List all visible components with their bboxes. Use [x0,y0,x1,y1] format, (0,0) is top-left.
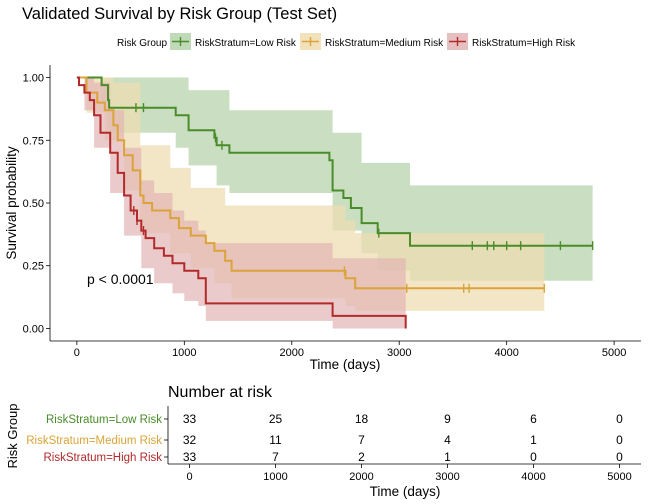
legend-item-medium-risk: RiskStratum=Medium Risk [300,33,444,50]
y-tick-label: 0.50 [23,198,44,210]
y-tick-label: 1.00 [23,73,44,85]
risk-count-low-risk: 6 [530,412,537,426]
y-tick-label: 0.75 [23,135,44,147]
risk-x-tick-label: 5000 [607,471,631,483]
legend-title: Risk Group [117,38,167,49]
risk-x-tick-label: 4000 [521,471,545,483]
risk-count-low-risk: 33 [183,412,197,426]
risk-table-x-label: Time (days) [370,484,441,499]
risk-count-high-risk: 2 [358,450,365,464]
legend-items: RiskStratum=Low Risk RiskStratum=Medium R… [170,33,576,50]
y-axis-label: Survival probability [4,146,19,260]
risk-x-tick-label: 2000 [349,471,373,483]
risk-count-medium-risk: 11 [269,433,282,447]
risk-count-low-risk: 18 [355,412,369,426]
risk-table-x-ticks: 0 1000 2000 3000 4000 5000 [186,464,632,483]
risk-count-high-risk: 7 [272,450,279,464]
risk-count-low-risk: 0 [616,412,623,426]
risk-count-low-risk: 9 [444,412,451,426]
x-tick-label: 0 [74,347,80,359]
x-tick-label: 3000 [387,347,411,359]
risk-count-medium-risk: 0 [616,433,623,447]
legend-label-high-risk: RiskStratum=High Risk [472,38,576,49]
risk-count-high-risk: 1 [444,450,451,464]
risk-count-medium-risk: 1 [530,433,537,447]
risk-x-tick-label: 1000 [263,471,287,483]
legend-item-low-risk: RiskStratum=Low Risk [170,33,297,50]
y-tick-label: 0.00 [23,323,44,335]
risk-row-label-low-risk: RiskStratum=Low Risk [46,414,162,426]
legend-label-medium-risk: RiskStratum=Medium Risk [325,38,444,49]
risk-count-medium-risk: 4 [444,433,451,447]
censor-marks [133,103,594,293]
risk-count-high-risk: 0 [530,450,537,464]
x-tick-label: 4000 [494,347,518,359]
risk-table-rows: RiskStratum=Low Risk 33 25 18 9 6 0 RiskStratum… [26,412,623,464]
pvalue-annotation: p < 0.0001 [87,271,154,287]
ci-band-low-risk [76,77,593,281]
legend-item-high-risk: RiskStratum=High Risk [447,33,576,50]
risk-count-high-risk: 0 [616,450,623,464]
risk-x-tick-label: 0 [186,471,192,483]
risk-x-tick-label: 3000 [435,471,459,483]
x-tick-label: 2000 [280,347,304,359]
legend: Risk Group RiskStratum=Low Risk RiskStrat… [117,33,576,50]
risk-row-label-high-risk: RiskStratum=High Risk [43,452,162,464]
y-tick-label: 0.25 [23,261,44,273]
risk-table-y-label: Risk Group [5,403,20,468]
survival-line-medium-risk [76,76,545,290]
chart-title: Validated Survival by Risk Group (Test S… [22,5,337,23]
legend-label-low-risk: RiskStratum=Low Risk [195,38,297,49]
risk-row-label-medium-risk: RiskStratum=Medium Risk [26,435,162,447]
y-axis-ticks: 0.00 0.25 0.50 0.75 1.00 [23,73,50,335]
risk-count-medium-risk: 32 [183,433,197,447]
risk-count-high-risk: 33 [183,450,197,464]
risk-count-low-risk: 25 [269,412,283,426]
x-axis-label: Time (days) [310,357,381,372]
risk-count-medium-risk: 7 [358,433,365,447]
ci-band-high-risk [76,77,406,329]
survival-line-low-risk [76,76,593,247]
confidence-bands [76,77,593,329]
plot-area: 0 1000 2000 3000 4000 5000 0.00 0.25 0.50 0.75 1.… [4,65,641,372]
x-tick-label: 5000 [602,347,626,359]
x-axis-ticks: 0 1000 2000 3000 4000 5000 [74,341,626,359]
x-tick-label: 1000 [172,347,196,359]
risk-table-title: Number at risk [168,384,273,401]
risk-table: Number at risk Risk Group RiskStratum=Lo… [5,384,641,499]
